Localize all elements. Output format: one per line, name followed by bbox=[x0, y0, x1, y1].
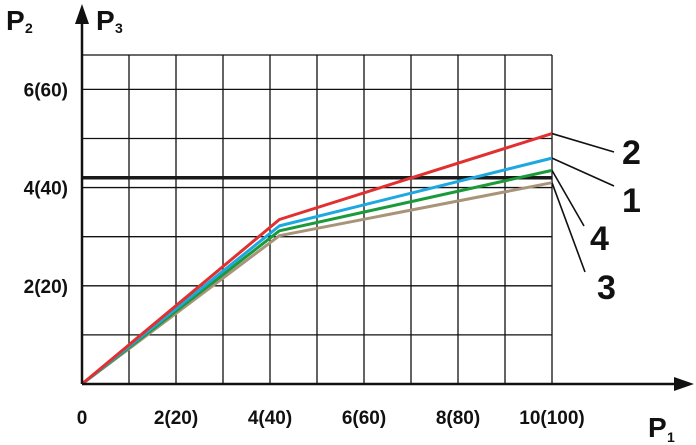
y-tick-label: 2(20) bbox=[24, 277, 68, 298]
x-tick-label: 10(100) bbox=[519, 408, 585, 429]
y-axis-title-2-subscript: 3 bbox=[115, 20, 123, 36]
x-tick-label: 8(80) bbox=[436, 408, 480, 429]
series-label-1: 1 bbox=[622, 182, 641, 220]
axes bbox=[75, 4, 694, 391]
series-label-2: 2 bbox=[622, 134, 641, 172]
x-axis-title-subscript: 1 bbox=[667, 429, 675, 445]
x-axis-title-letter: P bbox=[648, 412, 667, 443]
x-tick-label: 4(40) bbox=[248, 408, 292, 429]
x-tick-label: 0 bbox=[77, 408, 88, 429]
series-label-3: 3 bbox=[597, 269, 616, 307]
series-line-1 bbox=[81, 156, 553, 386]
series-labels: 2 14 3 bbox=[590, 134, 641, 307]
series-lines bbox=[81, 132, 553, 386]
grid-lines bbox=[82, 54, 553, 384]
leader-line-4 bbox=[551, 169, 585, 227]
x-tick-label: 6(60) bbox=[342, 408, 386, 429]
series-label-4: 4 bbox=[590, 220, 609, 258]
x-axis-arrow-icon bbox=[674, 377, 694, 391]
y-tick-label: 6(60) bbox=[24, 80, 68, 101]
x-tick-labels: 0 2(20) 4(40) 6(60) 8(80) 10(100) bbox=[77, 408, 585, 429]
series-leader-lines bbox=[551, 132, 615, 273]
leader-line-1 bbox=[551, 157, 615, 187]
series-line-2 bbox=[81, 132, 553, 386]
y-tick-label: 4(40) bbox=[24, 179, 68, 200]
y-axis-title-1-subscript: 2 bbox=[25, 20, 33, 36]
y-axis-title-2-letter: P bbox=[96, 5, 115, 36]
y-axis-arrow-icon bbox=[75, 4, 89, 24]
y-axis-title-1-letter: P bbox=[6, 5, 25, 36]
x-axis-title: P 1 bbox=[648, 412, 675, 445]
y-axis-title: P 2 P 3 bbox=[6, 5, 123, 36]
leader-line-2 bbox=[551, 132, 615, 153]
leader-line-3 bbox=[551, 182, 586, 273]
x-tick-label: 2(20) bbox=[154, 408, 198, 429]
y-tick-labels: 2(20) 4(40) 6(60) bbox=[24, 80, 68, 297]
